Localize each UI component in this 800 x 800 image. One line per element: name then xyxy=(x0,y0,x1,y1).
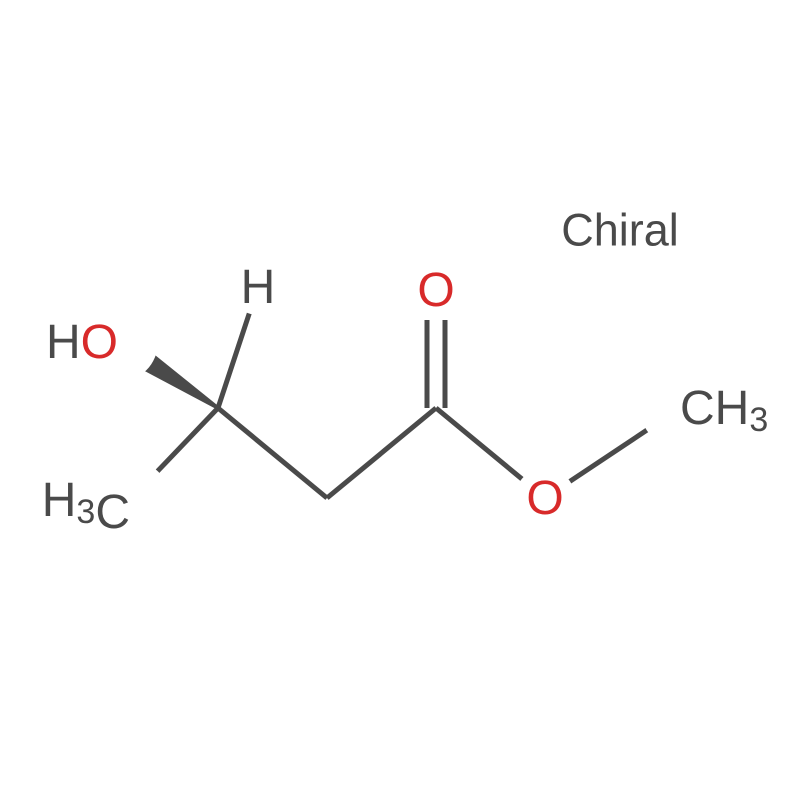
single-bond xyxy=(218,308,251,408)
atoms-layer: HOHH3COOCH3 xyxy=(42,259,769,540)
atom-label-O_ester: O xyxy=(526,472,563,525)
single-bond xyxy=(568,421,660,482)
atom-label-O_dbl: O xyxy=(417,264,454,317)
atom-label-H_stereo: H xyxy=(241,261,276,314)
single-bond xyxy=(327,408,436,498)
atom-label-CH3_right: CH3 xyxy=(680,382,768,440)
chiral-annotation: Chiral xyxy=(561,205,679,256)
single-bond xyxy=(436,408,523,480)
single-bond xyxy=(218,408,327,498)
atom-label-OH: HO xyxy=(46,316,118,369)
bonds-layer xyxy=(121,308,660,498)
